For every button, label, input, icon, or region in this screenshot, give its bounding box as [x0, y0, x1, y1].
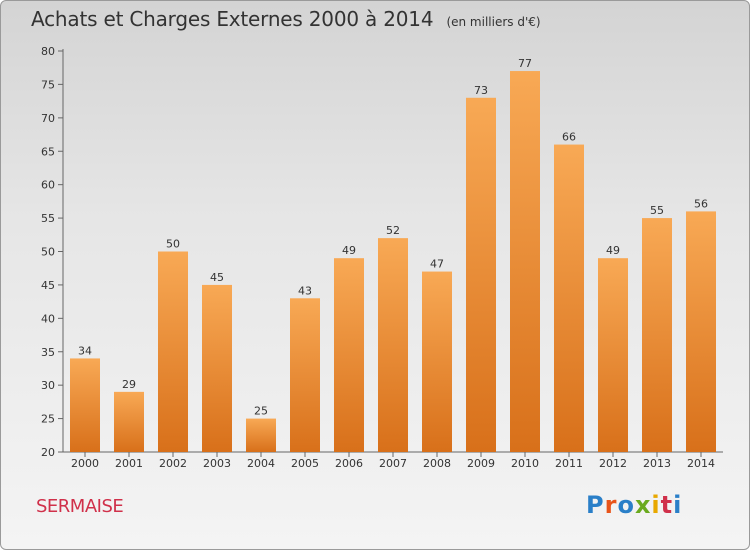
x-tick-label: 2009 [467, 457, 495, 470]
bars [70, 71, 716, 453]
bar-2010 [510, 71, 540, 453]
data-labels: 34 29 50 45 25 43 49 52 47 73 77 66 49 55 56 [78, 57, 708, 418]
x-axis: 2000 2001 2002 2003 2004 2005 2006 2007 2008 2009… [63, 451, 723, 470]
y-tick-label: 50 [41, 246, 55, 259]
bar-2014 [686, 211, 716, 452]
bar-2009 [466, 97, 496, 453]
x-tick-label: 2014 [687, 457, 715, 470]
y-axis: 20 25 30 35 40 45 50 55 60 65 70 75 80 [41, 45, 64, 459]
bar-2001 [114, 391, 144, 452]
data-label-2010: 77 [518, 57, 532, 70]
bar-2013 [642, 218, 672, 452]
x-tick-label: 2000 [71, 457, 99, 470]
y-tick-label: 35 [41, 346, 55, 359]
bar-2007 [378, 238, 408, 452]
y-tick-label: 45 [41, 279, 55, 292]
logo-letter: i [651, 491, 661, 519]
x-tick-label: 2011 [555, 457, 583, 470]
x-tick-label: 2001 [115, 457, 143, 470]
data-label-2011: 66 [562, 131, 576, 144]
bar-2005 [290, 298, 320, 452]
bar-2002 [158, 251, 188, 452]
y-tick-label: 70 [41, 112, 55, 125]
data-label-2009: 73 [474, 84, 488, 97]
data-label-2007: 52 [386, 224, 400, 237]
data-label-2003: 45 [210, 271, 224, 284]
chart-title: Achats et Charges Externes 2000 à 2014 [31, 7, 434, 31]
bar-2011 [554, 144, 584, 453]
y-tick-label: 40 [41, 312, 55, 325]
data-label-2001: 29 [122, 378, 136, 391]
logo-letter: P [586, 491, 605, 519]
data-label-2013: 55 [650, 204, 664, 217]
logo-letter: r [604, 491, 618, 519]
y-tick-label: 80 [41, 45, 55, 58]
logo-letter: o [617, 491, 635, 519]
data-label-2005: 43 [298, 284, 312, 297]
y-tick-label: 65 [41, 145, 55, 158]
x-tick-label: 2004 [247, 457, 275, 470]
data-label-2014: 56 [694, 197, 708, 210]
x-tick-label: 2006 [335, 457, 363, 470]
y-tick-label: 20 [41, 446, 55, 459]
logo-letter: x [634, 491, 652, 519]
data-label-2006: 49 [342, 244, 356, 257]
data-label-2008: 47 [430, 258, 444, 271]
x-tick-label: 2007 [379, 457, 407, 470]
y-tick-label: 30 [41, 379, 55, 392]
commune-name: SERMAISE [36, 496, 124, 517]
bar-2003 [202, 284, 232, 452]
chart-subtitle: (en milliers d'€) [446, 15, 541, 29]
bar-2012 [598, 258, 628, 452]
y-tick-label: 60 [41, 179, 55, 192]
bar-2006 [334, 258, 364, 452]
y-tick-label: 25 [41, 413, 55, 426]
x-tick-label: 2003 [203, 457, 231, 470]
logo-letter: i [673, 491, 683, 519]
x-tick-label: 2008 [423, 457, 451, 470]
x-tick-label: 2005 [291, 457, 319, 470]
title-row: Achats et Charges Externes 2000 à 2014 (… [31, 7, 541, 31]
x-tick-label: 2013 [643, 457, 671, 470]
bar-2008 [422, 271, 452, 452]
data-label-2012: 49 [606, 244, 620, 257]
data-label-2004: 25 [254, 405, 268, 418]
x-tick-label: 2010 [511, 457, 539, 470]
bar-2004 [246, 418, 276, 452]
y-tick-label: 75 [41, 78, 55, 91]
data-label-2002: 50 [166, 238, 180, 251]
y-tick-label: 55 [41, 212, 55, 225]
x-tick-label: 2012 [599, 457, 627, 470]
logo-letter: t [660, 491, 674, 519]
proxiti-logo[interactable]: Proxiti [586, 491, 682, 519]
bar-2000 [70, 358, 100, 452]
data-label-2000: 34 [78, 344, 92, 357]
x-tick-label: 2002 [159, 457, 187, 470]
